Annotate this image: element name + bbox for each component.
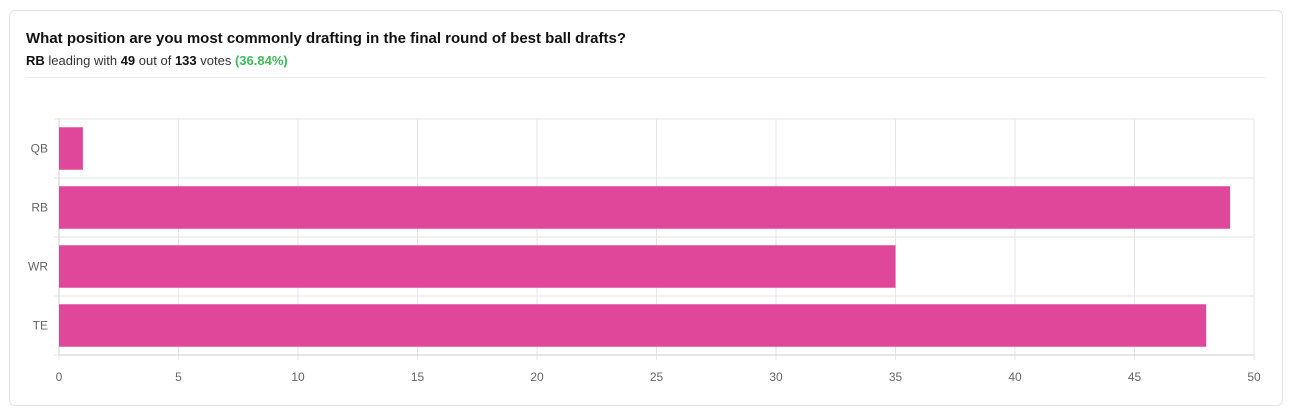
x-tick-label: 25 <box>650 370 664 384</box>
out-of-text: out of <box>138 53 172 68</box>
bar-wr <box>59 245 896 288</box>
poll-question: What position are you most commonly draf… <box>26 30 627 47</box>
x-tick-label: 35 <box>889 370 903 384</box>
leader-vote-count: 49 <box>120 53 136 68</box>
votes-text: votes <box>200 53 232 68</box>
x-tick-label: 15 <box>411 370 425 384</box>
leader-percentage: (36.84%) <box>234 53 288 68</box>
x-tick-label: 5 <box>175 370 182 384</box>
bar-rb <box>59 186 1231 229</box>
bar-te <box>59 304 1207 347</box>
x-tick-label: 20 <box>530 370 544 384</box>
x-tick-label: 0 <box>56 370 63 384</box>
total-vote-count: 133 <box>174 53 197 68</box>
x-tick-label: 10 <box>291 370 305 384</box>
x-tick-label: 30 <box>769 370 783 384</box>
x-tick-label: 40 <box>1008 370 1022 384</box>
x-tick-label: 45 <box>1128 370 1142 384</box>
poll-summary: RB leading with 49 out of 133 votes (36.… <box>26 53 288 68</box>
header-divider <box>26 77 1266 78</box>
y-tick-label: WR <box>28 260 48 274</box>
y-tick-label: RB <box>31 201 48 215</box>
y-tick-label: TE <box>33 319 48 333</box>
y-tick-label: QB <box>31 142 48 156</box>
bar-qb <box>59 127 83 170</box>
leading-option: RB <box>26 53 45 68</box>
x-tick-label: 50 <box>1247 370 1261 384</box>
leading-with-text: leading with <box>48 53 118 68</box>
